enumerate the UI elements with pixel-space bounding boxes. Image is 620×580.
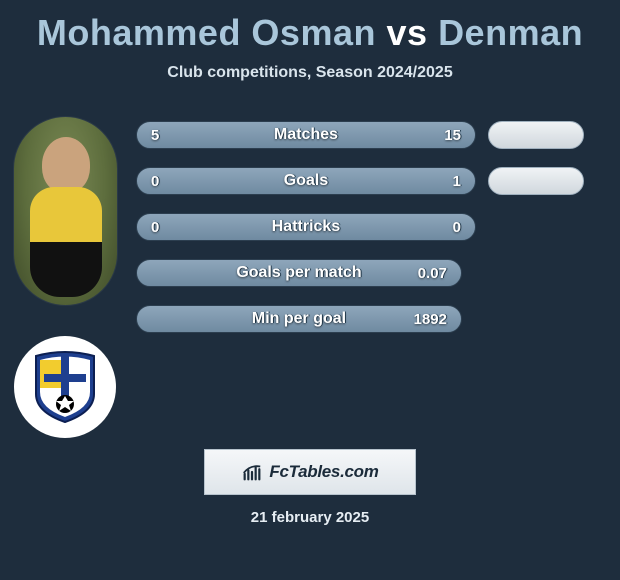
stat-bar: Min per goal1892 <box>136 305 462 333</box>
stat-right-value: 15 <box>444 127 461 144</box>
stat-row: 0Hattricks0 <box>130 204 600 250</box>
club-badge <box>14 336 116 438</box>
stat-label: Goals <box>137 172 475 190</box>
stat-right-value: 0.07 <box>418 265 447 282</box>
player2-indicator-pill <box>488 121 584 149</box>
title-vs: vs <box>387 12 428 53</box>
stat-right-value: 1892 <box>414 311 447 328</box>
player-photo-icon <box>13 116 118 306</box>
brand-text: FcTables.com <box>269 462 378 482</box>
footer-date: 21 february 2025 <box>251 509 369 526</box>
stat-bar: 0Hattricks0 <box>136 213 476 241</box>
footer: FcTables.com 21 february 2025 <box>0 449 620 526</box>
stat-right-value: 1 <box>453 173 461 190</box>
stat-left-value: 5 <box>151 127 159 144</box>
stats-area: 5Matches150Goals10Hattricks0Goals per ma… <box>130 112 610 342</box>
left-column <box>0 112 130 438</box>
comparison-title: Mohammed Osman vs Denman <box>0 0 620 54</box>
stat-row: Min per goal1892 <box>130 296 600 342</box>
fctables-logo-icon <box>241 461 263 483</box>
stat-label: Matches <box>137 126 475 144</box>
stat-row: 5Matches15 <box>130 112 600 158</box>
stat-row: 0Goals1 <box>130 158 600 204</box>
stat-label: Hattricks <box>137 218 475 236</box>
stat-row: Goals per match0.07 <box>130 250 600 296</box>
stat-bar: 0Goals1 <box>136 167 476 195</box>
player2-name: Denman <box>438 12 583 53</box>
stat-bar: Goals per match0.07 <box>136 259 462 287</box>
stat-label: Min per goal <box>137 310 461 328</box>
brand-box: FcTables.com <box>204 449 416 495</box>
subtitle: Club competitions, Season 2024/2025 <box>0 64 620 82</box>
content-area: 5Matches150Goals10Hattricks0Goals per ma… <box>0 112 620 438</box>
stat-label: Goals per match <box>137 264 461 282</box>
stat-left-value: 0 <box>151 173 159 190</box>
stat-bar: 5Matches15 <box>136 121 476 149</box>
club-shield-icon <box>34 350 96 424</box>
player1-name: Mohammed Osman <box>37 12 376 53</box>
stat-right-value: 0 <box>453 219 461 236</box>
stat-left-value: 0 <box>151 219 159 236</box>
player2-indicator-pill <box>488 167 584 195</box>
